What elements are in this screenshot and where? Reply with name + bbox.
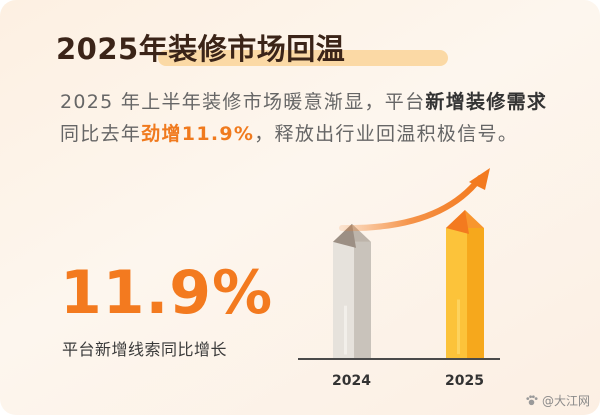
summary-text-2: 同比去年 — [60, 123, 142, 145]
growth-chart-svg — [298, 168, 500, 360]
watermark: @大江网 — [525, 392, 590, 409]
summary-text-3: ，释放出行业回温积极信号。 — [254, 123, 519, 145]
bar-2025 — [446, 210, 484, 358]
summary-paragraph: 2025 年上半年装修市场暖意渐显，平台新增装修需求同比去年劲增11.9%，释放… — [60, 86, 560, 150]
bar-2024 — [333, 223, 371, 358]
headline: 2025年装修市场回温 — [56, 26, 448, 70]
growth-stat-value: 11.9% — [60, 258, 274, 328]
title-highlight-stroke — [158, 50, 448, 66]
summary-emphasis: 新增装修需求 — [425, 91, 548, 113]
bar-highlight-2025 — [457, 299, 460, 355]
trend-arrow-head-icon — [469, 168, 490, 190]
bar-body-2025 — [446, 228, 484, 358]
x-tick-label-2025: 2025 — [445, 373, 484, 389]
growth-stat-caption: 平台新增线索同比增长 — [62, 340, 228, 359]
growth-chart: 2024 2025 — [290, 160, 590, 400]
paw-icon — [526, 395, 538, 406]
summary-highlight: 劲增11.9% — [141, 123, 255, 145]
bar-body-2024 — [333, 241, 371, 358]
summary-text-1: 2025 年上半年装修市场暖意渐显，平台 — [60, 91, 426, 113]
x-tick-label-2024: 2024 — [332, 373, 371, 389]
bar-highlight-2024 — [344, 305, 347, 355]
trend-arrow-icon — [339, 175, 483, 232]
bar-cap-face-2025 — [446, 210, 469, 234]
watermark-text: @大江网 — [541, 394, 590, 408]
page-title: 2025年装修市场回温 — [56, 32, 346, 66]
